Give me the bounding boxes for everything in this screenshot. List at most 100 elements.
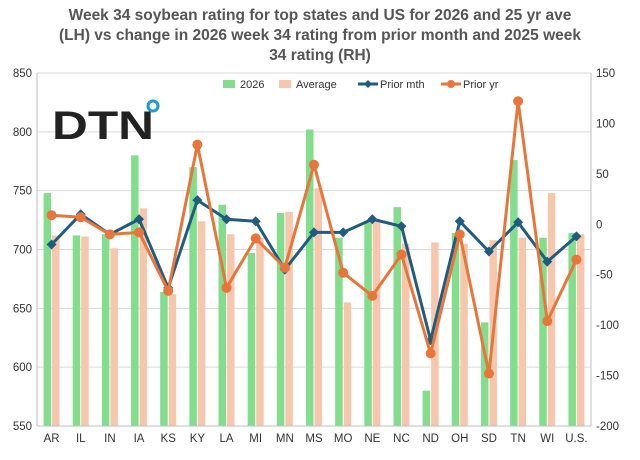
bar-average: [81, 236, 89, 426]
left-tick-label: 850: [13, 68, 32, 80]
dtn-logo: DTN: [52, 99, 160, 148]
point-prior-yr: [542, 316, 553, 327]
bar-average: [576, 234, 585, 426]
right-tick-label: 150: [596, 68, 615, 80]
bar-2026: [335, 237, 343, 426]
logo-ring-icon: [146, 99, 160, 113]
legend-swatch-average: [279, 80, 291, 88]
bar-average: [285, 211, 293, 426]
left-tick-label: 700: [13, 245, 32, 257]
gridlines: [37, 72, 591, 427]
bar-2026: [43, 193, 52, 426]
point-prior-yr: [46, 210, 57, 221]
point-prior-yr: [192, 139, 203, 150]
point-prior-yr: [104, 229, 115, 240]
point-prior-yr: [396, 249, 407, 260]
bar-2026: [451, 233, 460, 426]
x-tick-label: OH: [451, 433, 468, 445]
point-prior-mth: [513, 217, 524, 228]
point-prior-yr: [134, 227, 145, 238]
right-tick-label: -100: [596, 320, 619, 332]
legend-swatch-2026: [223, 80, 235, 88]
x-tick-label: KY: [190, 433, 206, 445]
point-prior-yr: [571, 254, 582, 265]
left-tick-label: 800: [13, 127, 32, 139]
bar-average: [110, 248, 118, 426]
logo-text: DTN: [52, 104, 154, 148]
right-tick-label: 100: [596, 118, 615, 130]
x-tick-label: LA: [219, 433, 233, 445]
legend-marker-prior-yr: [447, 80, 455, 88]
bar-average: [52, 235, 60, 426]
x-tick-label: KS: [161, 433, 177, 445]
point-prior-mth: [134, 214, 145, 225]
bar-average: [372, 218, 381, 426]
bar-2026: [276, 213, 285, 426]
right-tick-label: -200: [596, 421, 619, 433]
right-tick-label: 0: [596, 219, 602, 231]
legend-label-average: Average: [296, 79, 337, 91]
point-prior-yr: [250, 233, 261, 244]
bar-2026: [393, 207, 401, 426]
x-tick-label: MI: [249, 433, 262, 445]
bar-average: [518, 237, 527, 426]
point-prior-yr: [454, 229, 465, 240]
point-prior-mth: [46, 239, 57, 250]
right-tick-label: -50: [596, 270, 613, 282]
point-prior-yr: [309, 159, 319, 170]
bar-average: [256, 237, 264, 426]
bar-average: [401, 243, 410, 426]
bar-series: [43, 129, 585, 427]
point-prior-mth: [367, 214, 378, 225]
left-tick-label: 550: [13, 421, 32, 433]
bar-2026: [189, 167, 197, 426]
point-prior-mth: [309, 227, 319, 238]
bar-2026: [539, 237, 547, 426]
x-tick-label: WI: [540, 433, 554, 445]
point-prior-yr: [483, 368, 494, 379]
axes: 550 600 650 700 750 800 850 -200 -150 -100 -50 0 50 1…: [13, 68, 619, 445]
point-prior-yr: [425, 348, 436, 359]
chart-title-line: 34 rating (RH): [269, 47, 371, 64]
x-tick-label: IA: [134, 433, 145, 445]
point-prior-mth: [483, 246, 494, 257]
bar-2026: [101, 234, 110, 426]
point-prior-mth: [221, 214, 232, 225]
x-tick-label: ND: [422, 433, 439, 445]
point-prior-yr: [513, 96, 524, 107]
bar-2026: [72, 235, 81, 426]
point-prior-yr: [221, 282, 232, 293]
point-prior-yr: [163, 285, 174, 296]
x-tick-label: TN: [510, 433, 525, 445]
bar-average: [197, 221, 206, 426]
bar-2026: [160, 291, 168, 426]
x-tick-label: MS: [305, 433, 323, 445]
bar-average: [227, 234, 235, 426]
bar-2026: [364, 222, 372, 426]
right-tick-label: -150: [596, 371, 619, 383]
x-tick-label: IN: [104, 433, 116, 445]
left-tick-label: 750: [13, 186, 32, 198]
point-prior-yr: [75, 212, 86, 223]
legend-label-2026: 2026: [240, 79, 264, 91]
left-tick-label: 600: [13, 362, 32, 374]
bar-2026: [306, 129, 314, 427]
x-tick-label: IL: [76, 433, 86, 445]
chart-title-line: (LH) vs change in 2026 week 34 rating fr…: [59, 27, 581, 44]
x-tick-label: MN: [276, 433, 294, 445]
x-tick-label: MO: [334, 433, 353, 445]
point-prior-mth: [571, 231, 582, 242]
legend-marker-prior-mth: [364, 80, 372, 88]
bar-average: [168, 294, 177, 426]
point-prior-yr: [279, 262, 290, 273]
point-prior-mth: [192, 195, 203, 206]
right-tick-label: 50: [596, 169, 609, 181]
bar-2026: [247, 253, 256, 426]
bar-average: [460, 243, 468, 426]
chart-title: Week 34 soybean rating for top states an…: [59, 7, 581, 64]
bar-2026: [568, 233, 576, 426]
point-prior-mth: [250, 216, 261, 227]
bar-2026: [422, 390, 431, 426]
x-tick-label: NC: [393, 433, 410, 445]
